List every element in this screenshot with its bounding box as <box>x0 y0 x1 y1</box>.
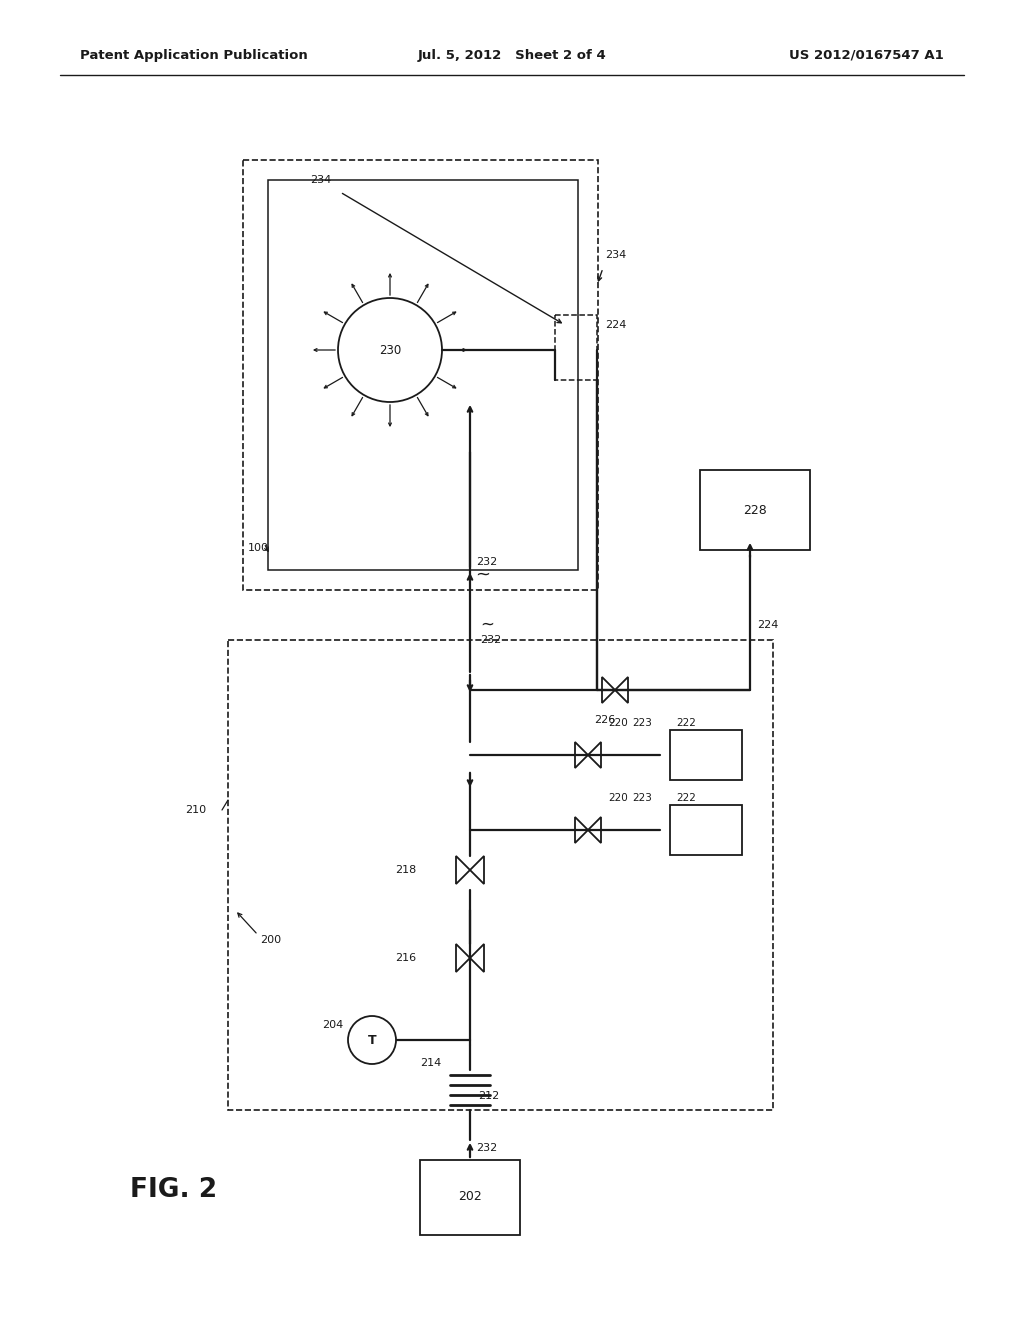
Text: 230: 230 <box>379 343 401 356</box>
Text: 224: 224 <box>605 319 627 330</box>
Text: 212: 212 <box>478 1092 500 1101</box>
Bar <box>243 160 598 590</box>
Text: Jul. 5, 2012   Sheet 2 of 4: Jul. 5, 2012 Sheet 2 of 4 <box>418 49 606 62</box>
Text: ~: ~ <box>475 566 490 583</box>
Text: 202: 202 <box>458 1191 482 1204</box>
Bar <box>670 730 742 780</box>
Bar <box>228 640 773 1110</box>
Text: 232: 232 <box>476 557 498 568</box>
Bar <box>268 180 578 570</box>
Text: 232: 232 <box>476 1143 498 1152</box>
Text: 223: 223 <box>632 793 652 803</box>
Bar <box>555 315 597 380</box>
Text: 234: 234 <box>310 176 331 185</box>
Text: 100: 100 <box>248 543 269 553</box>
Text: 220: 220 <box>608 718 628 729</box>
Text: 216: 216 <box>395 953 416 964</box>
Text: US 2012/0167547 A1: US 2012/0167547 A1 <box>790 49 944 62</box>
Bar <box>700 470 810 550</box>
Text: ~: ~ <box>480 616 494 634</box>
Text: 232: 232 <box>480 635 502 645</box>
Text: Patent Application Publication: Patent Application Publication <box>80 49 308 62</box>
Text: 228: 228 <box>743 503 767 516</box>
Text: T: T <box>368 1034 376 1047</box>
Circle shape <box>348 1016 396 1064</box>
Bar <box>670 805 742 855</box>
Text: 226: 226 <box>594 715 615 725</box>
Text: 210: 210 <box>185 805 206 814</box>
Bar <box>420 1160 520 1236</box>
Text: FIG. 2: FIG. 2 <box>130 1177 217 1203</box>
Text: 234: 234 <box>605 249 627 260</box>
Text: 218: 218 <box>395 865 416 875</box>
Text: 200: 200 <box>260 935 282 945</box>
Text: 204: 204 <box>322 1020 343 1030</box>
Text: 214: 214 <box>420 1059 441 1068</box>
Text: 223: 223 <box>632 718 652 729</box>
Text: 222: 222 <box>676 793 696 803</box>
Text: 222: 222 <box>676 718 696 729</box>
Text: 224: 224 <box>757 620 778 630</box>
Text: 220: 220 <box>608 793 628 803</box>
